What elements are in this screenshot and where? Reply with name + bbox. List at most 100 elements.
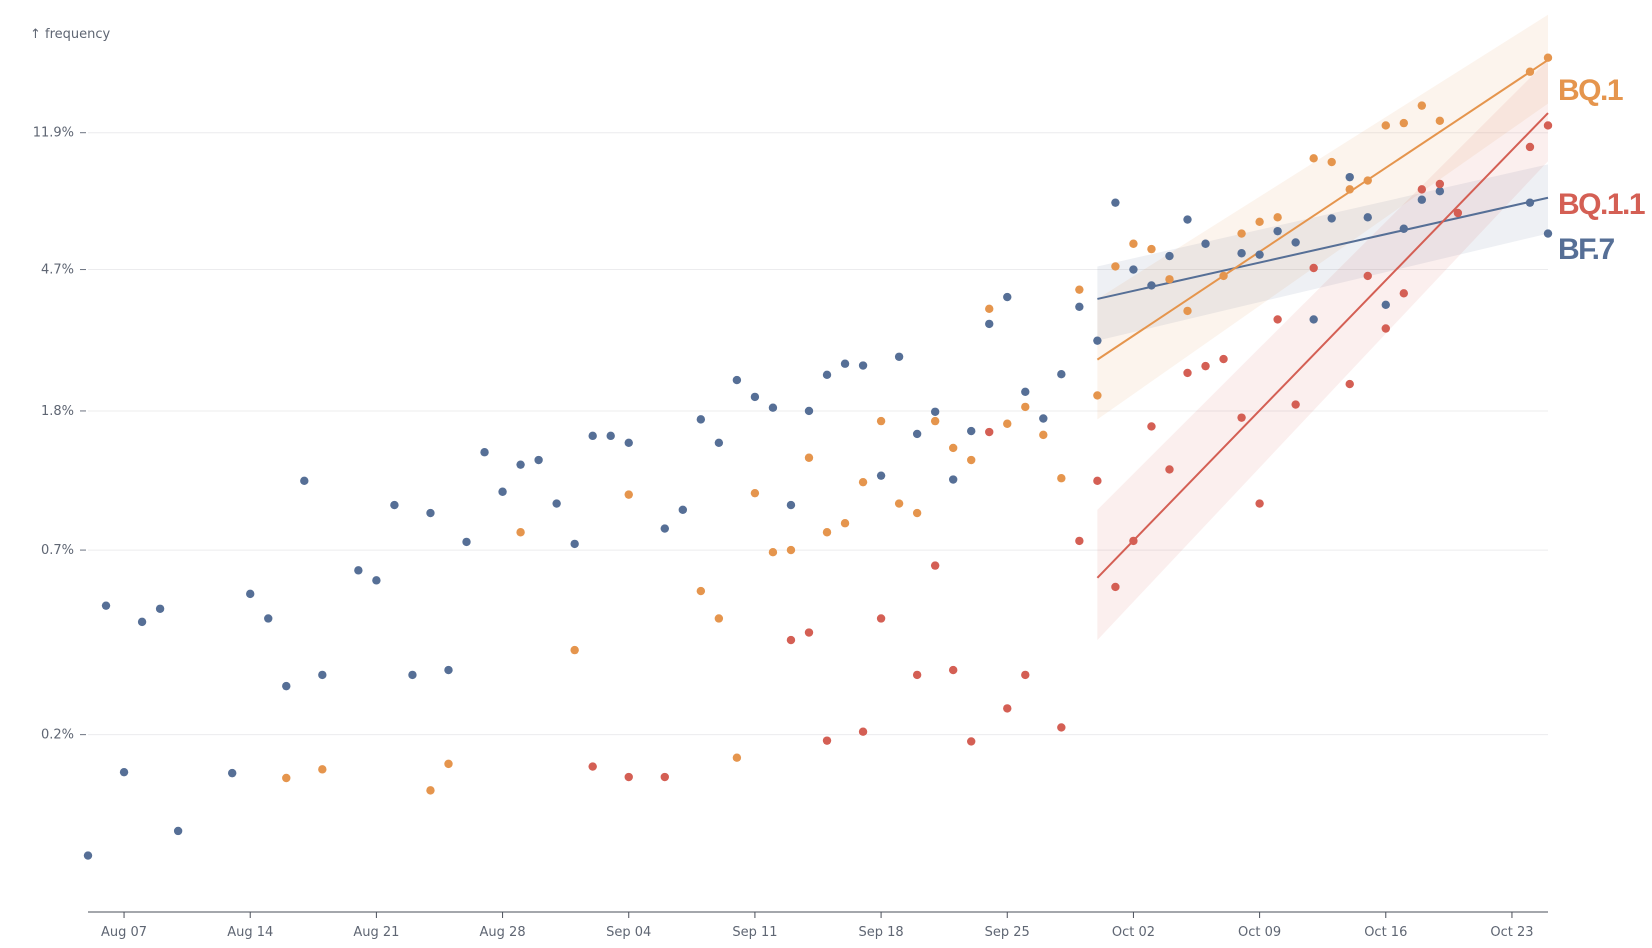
- bf-7-point: [155, 604, 165, 613]
- gridlines: [88, 132, 1548, 736]
- bq-1-1-point: [588, 762, 597, 771]
- bf-7-point: [1111, 198, 1120, 207]
- bf-7-confidence-band: [1097, 164, 1548, 341]
- series-label-bf-7: BF.7: [1558, 233, 1615, 266]
- bq-1-1-point: [876, 614, 886, 623]
- bf-7-point: [822, 370, 832, 380]
- bf-7-point: [462, 537, 471, 547]
- bq-1-1-point: [1165, 465, 1174, 474]
- x-tick-label: Sep 11: [732, 925, 777, 940]
- bq-1-1-point: [1075, 536, 1084, 546]
- bf-7-point: [282, 681, 291, 691]
- bf-7-point: [1291, 238, 1300, 247]
- bq-1-1-confidence-band: [1097, 59, 1548, 641]
- bf-7-point: [696, 415, 706, 424]
- bq-1-point: [570, 645, 579, 655]
- bf-7-point: [264, 614, 273, 623]
- bq-1-point: [858, 477, 868, 487]
- bq-1-point: [912, 508, 922, 518]
- bq-1-1-point: [1003, 704, 1012, 713]
- bf-7-point: [119, 767, 129, 777]
- bf-7-point: [1525, 198, 1535, 207]
- bf-7-point: [1309, 315, 1318, 324]
- series-labels: BF.7 BQ.1 BQ.1.1: [1558, 74, 1646, 266]
- bf-7-point: [1327, 214, 1336, 223]
- x-tick-label: Sep 18: [858, 925, 903, 940]
- bq-1-1-point: [804, 628, 814, 637]
- bf-7-point: [1165, 251, 1174, 261]
- bf-7-point: [985, 319, 994, 329]
- x-tick-label: Sep 25: [985, 925, 1030, 940]
- bq-1-1-point: [1237, 413, 1246, 422]
- bf-7-point: [967, 426, 976, 436]
- bq-1-1-trend-line: [1096, 112, 1549, 579]
- bq-1-1-point: [858, 727, 868, 736]
- bq-1-point: [1309, 154, 1318, 163]
- bf-7-point: [768, 403, 778, 412]
- bq-1-1-point: [912, 670, 922, 680]
- bq-1-confidence-band: [1097, 14, 1548, 420]
- bf-7-point: [894, 352, 904, 361]
- bq-1-point: [948, 443, 958, 453]
- bq-1-point: [696, 586, 706, 596]
- bq-1-trend-line: [1096, 59, 1549, 361]
- bf-7-point: [1543, 229, 1553, 238]
- bq-1-point: [1093, 391, 1102, 400]
- bf-7-point: [1255, 250, 1264, 259]
- x-tick-label: Oct 02: [1112, 925, 1155, 940]
- bf-7-point: [1021, 387, 1030, 396]
- bq-1-point: [840, 519, 850, 528]
- bq-1-1-point: [1111, 582, 1120, 592]
- bq-1-point: [1183, 306, 1192, 316]
- bq-1-point: [516, 528, 525, 537]
- bq-1-1-point: [624, 772, 633, 782]
- bq-1-point: [750, 488, 760, 498]
- bq-1-point: [1165, 275, 1174, 284]
- bf-7-point: [750, 392, 760, 402]
- bq-1-1-point: [1291, 400, 1300, 409]
- bf-7-point: [1129, 265, 1138, 274]
- bq-1-point: [1147, 244, 1156, 254]
- bf-7-point: [246, 589, 255, 599]
- x-tick-label: Oct 16: [1364, 925, 1407, 940]
- bq-1-1-point: [786, 635, 796, 645]
- bq-1-point: [1255, 217, 1264, 226]
- bq-1-1-point: [1381, 324, 1390, 333]
- y-tick-label: 4.7%: [41, 263, 74, 278]
- bf-7-point: [426, 508, 435, 518]
- bq-1-1-point: [1255, 499, 1264, 508]
- x-tick-label: Oct 09: [1238, 925, 1281, 940]
- bq-1-1-point: [1399, 289, 1409, 298]
- y-axis-label: ↑ frequency: [30, 27, 111, 42]
- bf-7-point: [1237, 249, 1246, 258]
- bq-1-point: [1417, 101, 1427, 110]
- x-tick-label: Aug 14: [227, 925, 273, 940]
- bq-1-1-point: [1525, 142, 1535, 152]
- x-tick-label: Aug 28: [480, 925, 526, 940]
- x-tick-label: Oct 23: [1490, 925, 1533, 940]
- bf-7-point: [1183, 215, 1192, 224]
- bq-1-1-point: [967, 737, 976, 746]
- bf-7-point: [714, 438, 724, 447]
- bq-1-point: [1057, 474, 1066, 483]
- bq-1-point: [967, 455, 976, 465]
- bf-7-point: [318, 670, 327, 680]
- x-tick-label: Sep 04: [606, 925, 651, 940]
- bq-1-1-point: [1093, 476, 1102, 486]
- bq-1-point: [1237, 229, 1246, 238]
- bf-7-point: [498, 487, 507, 496]
- bq-1-point: [985, 304, 994, 314]
- bq-1-point: [930, 416, 940, 426]
- bq-1-point: [1075, 285, 1084, 294]
- x-tick-label: Aug 21: [353, 925, 399, 940]
- bf-7-point: [948, 475, 958, 484]
- bf-7-point: [516, 460, 525, 469]
- bq-1-point: [876, 416, 886, 426]
- bf-7-point: [1381, 300, 1390, 309]
- bq-1-point: [624, 490, 633, 499]
- bq-1-point: [1345, 185, 1354, 194]
- bq-1-point: [894, 499, 904, 508]
- bf-7-point: [1435, 186, 1445, 196]
- bf-7-point: [840, 359, 850, 368]
- bq-1-1-point: [1309, 263, 1318, 273]
